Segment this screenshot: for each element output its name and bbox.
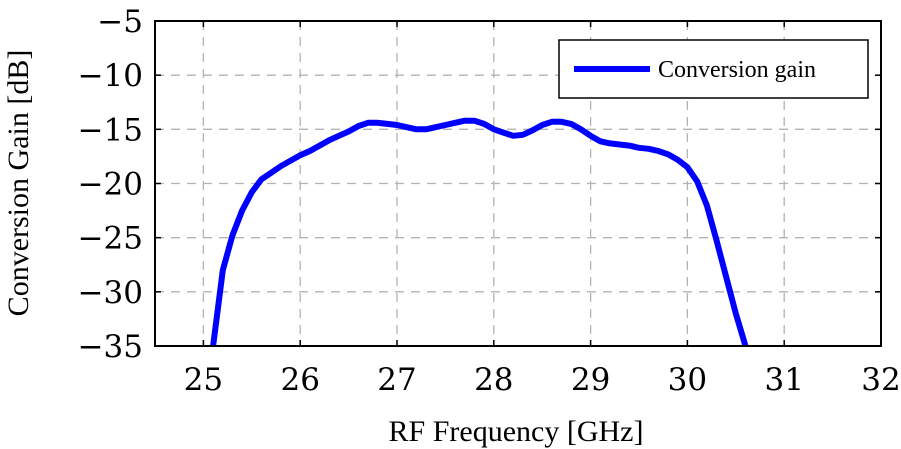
y-tick-label: −10	[78, 58, 143, 94]
x-tick-labels: 25 26 27 28 29 30 31 32	[184, 362, 901, 398]
y-axis-title: Conversion Gain [dB]	[2, 50, 35, 317]
x-tick-label: 28	[474, 362, 513, 398]
legend-label: Conversion gain	[658, 57, 816, 83]
y-tick-label: −5	[97, 4, 143, 40]
axis-ticks	[155, 20, 882, 347]
legend: Conversion gain	[558, 39, 869, 99]
y-tick-label: −15	[78, 112, 143, 148]
x-tick-label: 25	[184, 362, 223, 398]
x-tick-label: 31	[764, 362, 803, 398]
x-tick-label: 27	[377, 362, 416, 398]
x-tick-label: 26	[280, 362, 319, 398]
y-tick-label: −20	[78, 167, 143, 203]
y-tick-label: −35	[78, 329, 143, 365]
x-axis-title: RF Frequency [GHz]	[389, 415, 644, 448]
series-layer	[210, 117, 749, 346]
y-tick-label: −25	[78, 221, 143, 257]
y-tick-label: −30	[78, 275, 143, 311]
x-tick-label: 30	[668, 362, 707, 398]
series-line-conversion-gain	[210, 117, 749, 346]
x-tick-label: 29	[571, 362, 610, 398]
y-tick-labels: −5 −10 −15 −20 −25 −30 −35	[78, 4, 143, 365]
x-tick-label: 32	[861, 362, 900, 398]
